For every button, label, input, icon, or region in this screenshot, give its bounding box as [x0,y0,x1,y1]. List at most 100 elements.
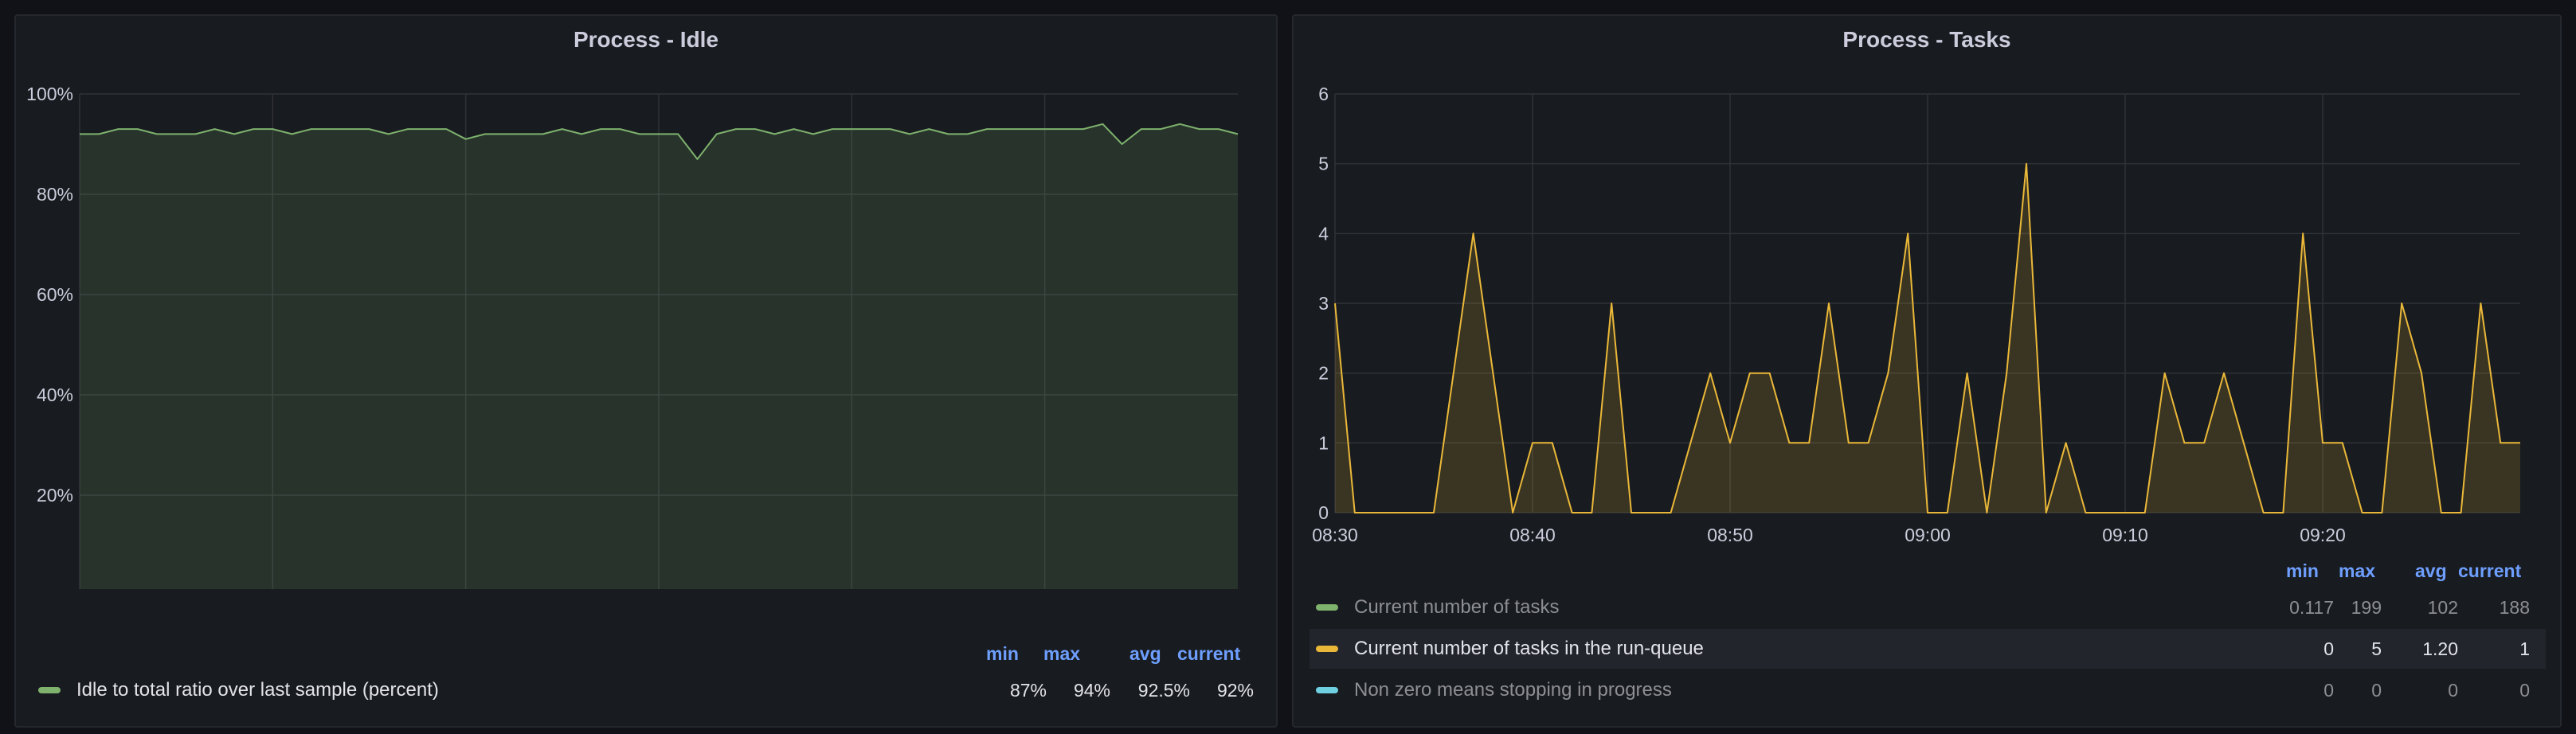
data-point [677,133,679,135]
data-point [137,128,139,130]
data-point [1670,512,1672,513]
data-point [1986,512,1987,513]
chart-idle: 0%20%40%60%80%100%08:3008:4008:5009:0009… [26,84,1239,589]
data-point [1552,442,1553,443]
data-point [272,128,273,130]
data-point [1492,373,1494,374]
data-point [2500,442,2501,443]
data-point [292,133,293,135]
data-point [851,128,852,130]
data-point [716,133,718,135]
data-point [697,158,699,160]
data-point [620,128,621,130]
x-tick-label: 09:00 [1905,525,1951,545]
legend-header-max[interactable]: max [2339,560,2376,581]
data-point [369,128,370,130]
series-line[interactable] [80,123,1239,160]
panel-process-idle: Process - Idle 0%20%40%60%80%100%08:3008… [14,14,1278,728]
data-point [1102,123,1103,125]
legend-header-max[interactable]: max [1043,643,1081,664]
data-point [812,133,814,135]
data-point [1907,232,1909,234]
data-point [1179,123,1180,125]
data-point [214,128,216,130]
data-point [1572,512,1573,513]
legend-value-min: 0 [2323,680,2334,701]
data-point [1374,512,1376,513]
legend-header-avg[interactable]: avg [1129,643,1161,664]
legend-value-min: 0 [2323,638,2334,659]
data-point [2421,373,2422,374]
legend-value-avg: 1.20 [2422,638,2458,659]
series-color-swatch[interactable] [38,687,61,693]
x-tick-label: 08:30 [1312,525,1358,545]
data-point [1591,512,1592,513]
y-tick-label: 100% [26,84,73,104]
panel-title[interactable]: Process - Tasks [1842,27,2011,52]
legend-row-run-queue[interactable]: Current number of tasks in the run-queue [1310,629,2546,669]
data-point [773,133,775,135]
data-point [484,133,486,135]
legend-value-avg: 0 [2448,680,2458,701]
series-area-fill [1335,163,2520,513]
legend-label: Idle to total ratio over last sample (pe… [76,679,439,701]
data-point [1650,512,1652,513]
series-color-swatch[interactable] [1316,646,1338,652]
data-point [2322,442,2323,443]
y-tick-label: 0% [47,585,73,589]
data-point [967,133,969,135]
data-point [2302,232,2304,234]
data-point [1005,128,1007,130]
x-tick-label: 09:10 [2102,525,2148,545]
data-point [156,133,158,135]
data-point [1611,303,1612,304]
data-point [2342,442,2343,443]
x-tick-label: 08:50 [1707,525,1753,545]
data-point [2164,373,2166,374]
data-point [194,133,196,135]
data-point [388,133,390,135]
data-point [98,133,100,135]
y-tick-label: 3 [1318,293,1329,314]
data-point [1729,442,1731,443]
data-point [1828,303,1830,304]
data-point [542,133,544,135]
data-point [118,128,119,130]
data-point [1393,512,1395,513]
legend-header-current[interactable]: current [2458,560,2522,581]
data-point [311,128,312,130]
data-point [1413,512,1415,513]
legend-header-current[interactable]: current [1177,643,1241,664]
data-point [2104,512,2106,513]
legend-value-current: 0 [2519,680,2530,701]
legend-row-idle-ratio[interactable]: Idle to total ratio over last sample (pe… [32,670,1263,710]
y-tick-label: 60% [37,284,73,305]
legend-value-max: 199 [2351,597,2382,618]
data-point [948,133,949,135]
legend-header-avg[interactable]: avg [2415,560,2447,581]
data-point [1887,373,1889,374]
y-tick-label: 6 [1318,84,1329,104]
data-point [1024,128,1026,130]
data-point [1689,442,1691,443]
y-tick-label: 80% [37,184,73,205]
panel-title[interactable]: Process - Idle [573,27,719,52]
data-point [890,128,891,130]
data-point [503,133,505,135]
legend-row-stopping[interactable]: Non zero means stopping in progress [1310,670,2546,710]
legend-header-min[interactable]: min [2286,560,2319,581]
data-point [1082,128,1084,130]
data-point [986,128,988,130]
legend-header-min[interactable]: min [986,643,1019,664]
y-tick-label: 4 [1318,223,1329,244]
data-point [2519,442,2521,443]
legend-label: Non zero means stopping in progress [1354,679,1672,701]
legend-row-current-tasks[interactable]: Current number of tasks [1310,588,2546,627]
series-color-swatch[interactable] [1316,604,1338,611]
data-point [1063,128,1065,130]
data-point [1453,373,1454,374]
series-line[interactable] [1334,162,2520,513]
series-color-swatch[interactable] [1316,687,1338,693]
data-point [871,128,872,130]
data-point [1848,442,1850,443]
